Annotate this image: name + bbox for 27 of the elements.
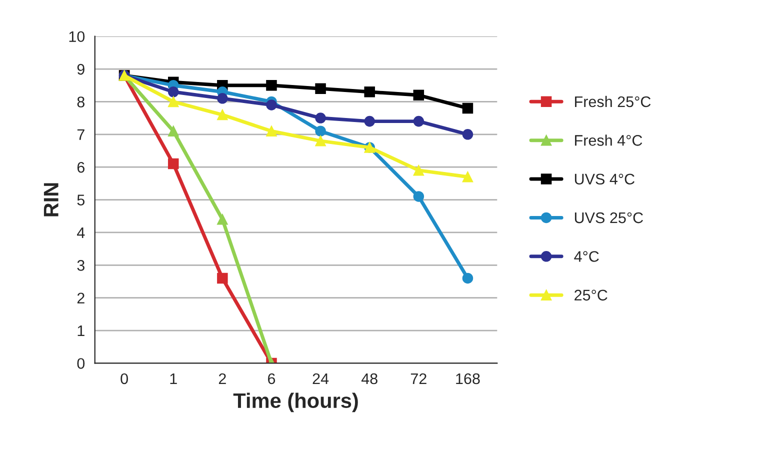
y-axis-title: RIN [44, 183, 58, 216]
x-tick-label: 48 [361, 373, 378, 384]
y-tick-label: 1 [78, 326, 84, 336]
y-tick-label: 9 [77, 64, 84, 75]
x-tick-label: 1 [170, 373, 177, 384]
x-axis-title: Time (hours) [233, 392, 358, 412]
y-tick-label: 0 [77, 358, 85, 369]
legend-label: 4°C [574, 251, 599, 262]
y-tick-label: 4 [77, 227, 85, 238]
legend-label: Fresh 25°C [575, 96, 651, 108]
x-tick-label: 24 [312, 373, 329, 384]
y-tick-label: 8 [77, 96, 84, 108]
x-tick-label: 72 [410, 373, 426, 384]
x-tick-label: 0 [120, 373, 128, 384]
legend-label: UVS 25°C [574, 212, 643, 224]
y-tick-label: 3 [77, 260, 84, 271]
x-tick-label: 6 [268, 373, 276, 384]
y-tick-label: 7 [77, 129, 84, 140]
y-tick-label: 2 [77, 292, 84, 304]
legend-label: Fresh 4°C [575, 134, 642, 146]
x-tick-label: 168 [456, 373, 480, 384]
legend-label: 25°C [574, 290, 608, 301]
y-tick-label: 5 [77, 194, 85, 206]
x-tick-label: 2 [218, 373, 226, 384]
legend-label: UVS 4°C [574, 174, 634, 185]
y-tick-label: 10 [69, 31, 85, 42]
y-tick-label: 6 [77, 162, 84, 173]
